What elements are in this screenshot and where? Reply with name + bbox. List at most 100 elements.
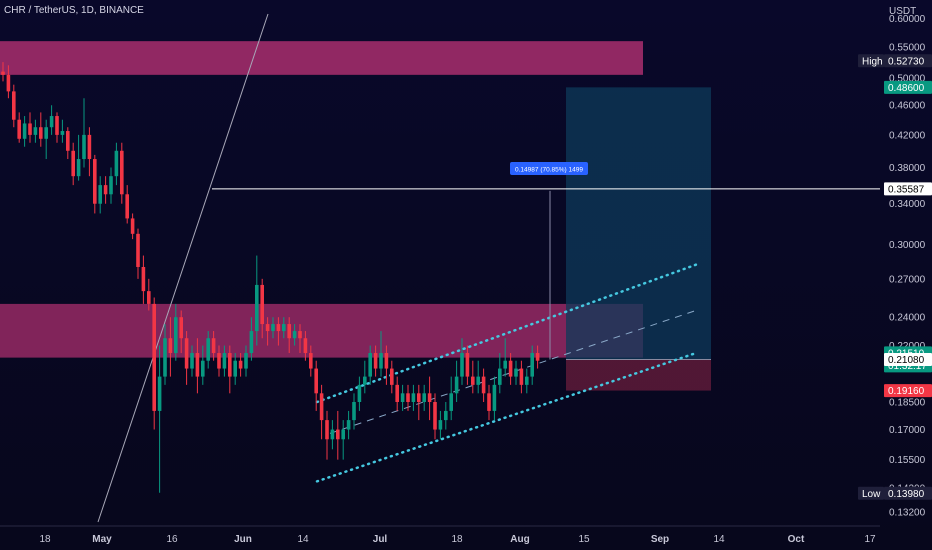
candle-body [222,353,227,369]
candle-body [147,291,151,304]
candle-body [33,127,38,135]
candle-body [390,368,394,385]
candle-body [190,353,194,369]
candle-body [400,393,405,403]
candle-body [411,393,416,403]
y-tick-label: 0.15500 [889,455,926,466]
candle-body [49,116,54,128]
candle-body [260,284,264,325]
candle-body [206,338,210,361]
candle-body [233,360,237,377]
x-tick-label: 16 [166,534,178,545]
candle-body [514,368,518,377]
candle-body [303,338,308,354]
candle-body [217,353,221,369]
y-axis-unit: USDT [889,6,916,17]
candle-body [244,353,248,369]
candle-body [271,324,275,332]
candle-body [103,185,108,195]
candle-body [422,393,426,403]
candle-body [325,420,329,440]
candle-body [444,410,448,421]
supply-zone-upper [0,41,643,75]
candle-body [438,420,443,430]
candle-body [298,331,302,339]
price-label-tag-box [858,54,884,68]
candle-body [265,324,270,332]
candle-body [530,353,534,377]
candle-body [492,384,497,411]
candle-body [406,393,410,403]
candle-body [114,150,119,177]
candle-body [71,150,75,177]
candle-body [282,324,286,332]
position-target-zone [566,87,711,360]
x-tick-label: 18 [39,534,51,545]
candle-body [179,317,183,339]
candle-body [508,360,513,377]
candle-body [519,368,524,385]
candle-body [152,303,156,411]
candle-body [460,353,464,377]
price-label-tag-box [858,486,884,500]
candle-body [66,131,70,151]
candle-body [346,420,351,430]
candle-body [395,384,399,403]
y-tick-label: 0.30000 [889,240,926,251]
price-label-tag: Low [862,489,881,500]
candle-body [22,123,27,139]
x-tick-label: 15 [578,534,590,545]
candle-body [141,266,146,292]
candle-body [357,384,362,403]
x-tick-label: Oct [788,534,805,545]
candle-body [76,159,81,177]
channel-lower [315,351,698,483]
candle-body [17,119,21,139]
price-label-value: 0.35587 [888,184,925,195]
x-tick-label: May [92,534,112,545]
candle-body [1,71,5,75]
candle-body [352,402,356,421]
price-label-box [884,384,932,398]
y-tick-label: 0.38000 [889,163,926,174]
candle-body [120,150,124,195]
x-tick-label: 14 [297,534,309,545]
candle-body [6,74,11,92]
candle-body [498,368,502,385]
y-tick-label: 0.46000 [889,101,926,112]
price-label-value: 0.52730 [888,56,925,67]
candle-body [525,376,529,385]
candle-body [44,127,48,139]
candle-body [363,376,367,385]
candle-body [130,218,135,234]
candle-body [168,338,173,354]
candle-body [433,402,437,430]
x-tick-label: 17 [864,534,876,545]
candle-body [93,159,97,204]
candle-body [238,360,243,369]
candle-body [28,123,32,135]
candle-body [60,131,65,135]
y-tick-label: 0.55000 [889,43,926,54]
y-tick-label: 0.18500 [889,398,926,409]
candle-body [336,429,340,440]
price-label-value: 0.13980 [888,489,925,500]
candle-body [184,338,189,369]
price-label-value: 0.21080 [888,355,925,366]
candle-body [211,338,216,354]
y-tick-label: 0.60000 [889,14,926,25]
candle-body [314,368,318,394]
x-tick-label: 18 [451,534,463,545]
price-label-box [884,80,932,94]
y-tick-label: 0.50000 [889,74,926,85]
candle-body [276,324,281,332]
candle-body [287,324,291,339]
candle-body [157,376,162,411]
x-tick-label: 14 [713,534,725,545]
candle-body [471,376,475,385]
candle-body [427,393,432,403]
channel-upper [315,263,698,404]
y-tick-label: 0.13200 [889,507,926,518]
